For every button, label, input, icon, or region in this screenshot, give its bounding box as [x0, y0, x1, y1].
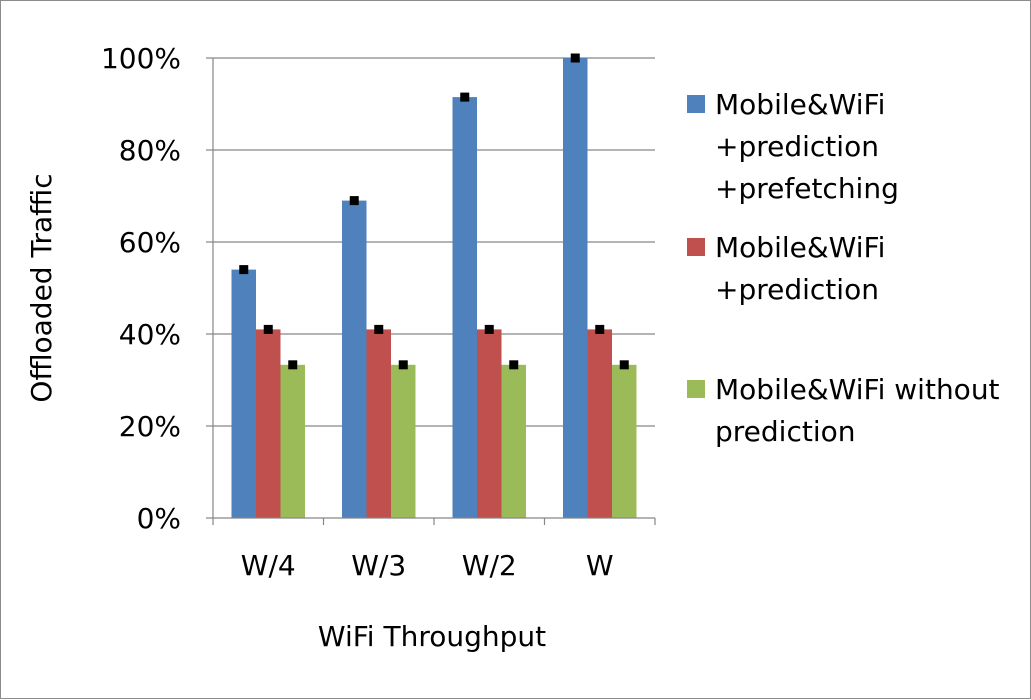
y-tick-label: 60% — [119, 226, 181, 259]
legend-label: +prediction — [715, 130, 879, 163]
legend-swatch — [687, 95, 705, 113]
error-marker — [484, 324, 494, 334]
error-marker — [595, 324, 605, 334]
legend-label: Mobile&WiFi — [715, 88, 885, 121]
legend-label: prediction — [715, 415, 855, 448]
x-tick-label: W — [586, 549, 614, 582]
x-tick-label: W/4 — [241, 549, 296, 582]
error-marker — [288, 360, 298, 370]
bar — [452, 97, 477, 518]
bar — [612, 364, 637, 518]
bar — [587, 329, 612, 518]
legend: Mobile&WiFi +prediction +prefetching Mobile… — [687, 88, 1000, 448]
legend-label: +prefetching — [715, 172, 899, 205]
y-tick-label: 20% — [119, 410, 181, 443]
error-marker — [509, 360, 519, 370]
error-marker — [460, 92, 470, 102]
bar — [280, 364, 305, 518]
bar — [477, 329, 502, 518]
bar — [256, 329, 281, 518]
legend-label: Mobile&WiFi without — [715, 373, 1000, 406]
error-marker — [239, 265, 249, 275]
legend-swatch — [687, 380, 705, 398]
legend-label: +prediction — [715, 273, 879, 306]
error-marker — [374, 324, 384, 334]
error-marker — [398, 360, 408, 370]
x-tick-label: W/2 — [462, 549, 517, 582]
x-tick-label: W/3 — [351, 549, 406, 582]
error-marker — [619, 360, 629, 370]
y-tick-label: 0% — [137, 502, 181, 535]
bar — [563, 58, 588, 518]
y-tick-label: 100% — [101, 42, 181, 75]
bar — [501, 364, 526, 518]
y-axis-title: Offloaded Traffic — [25, 173, 58, 402]
legend-label: Mobile&WiFi — [715, 231, 885, 264]
bar — [366, 329, 391, 518]
bar — [231, 269, 256, 518]
bar — [342, 200, 367, 518]
y-tick-label: 80% — [119, 134, 181, 167]
legend-swatch — [687, 238, 705, 256]
bars — [231, 53, 637, 518]
y-tick-label: 40% — [119, 318, 181, 351]
error-marker — [570, 53, 580, 63]
x-axis-title: WiFi Throughput — [318, 620, 546, 653]
axes: 0% 20% 40% 60% 80% 100% W/4 W/3 W/2 W — [101, 42, 656, 582]
error-marker — [263, 324, 273, 334]
bar — [391, 364, 416, 518]
error-marker — [349, 196, 359, 206]
